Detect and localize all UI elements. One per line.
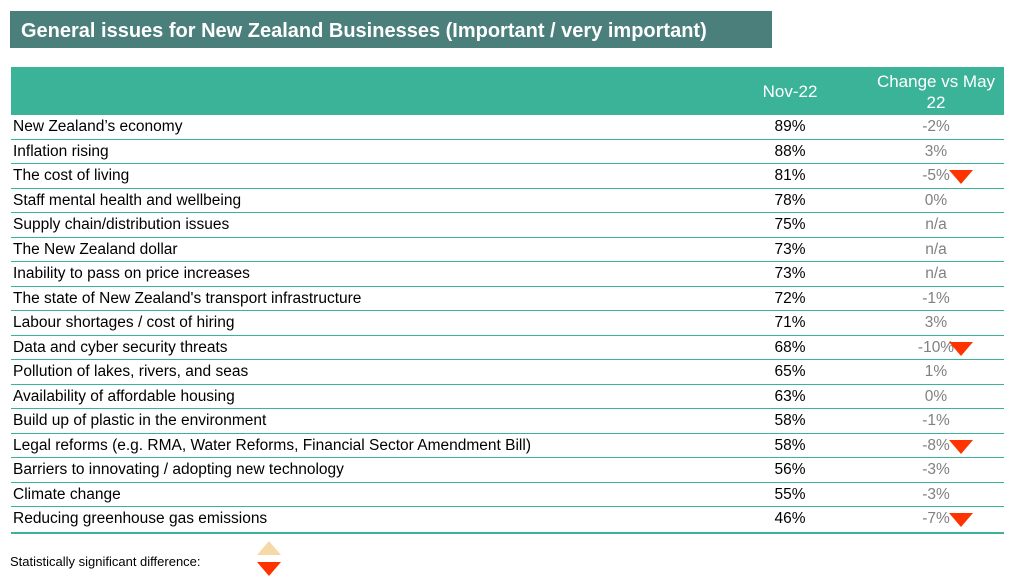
- issue-label: The New Zealand dollar: [13, 240, 178, 258]
- change-value: -1%: [922, 412, 950, 429]
- change-value: n/a: [925, 216, 947, 233]
- column-header-nov22: Nov-22: [762, 82, 818, 101]
- change-value: -3%: [922, 461, 950, 478]
- change-value: -3%: [922, 485, 950, 503]
- change-value: 0%: [924, 387, 948, 405]
- change-value: -5%: [922, 167, 950, 184]
- change-value: n/a: [925, 240, 947, 258]
- table-row: Inflation rising 88% 3%: [11, 140, 1004, 164]
- table-row: Inability to pass on price increases 73% n…: [11, 262, 1004, 287]
- triangle-up-icon: [257, 541, 281, 555]
- issue-label: Staff mental health and wellbeing: [13, 191, 242, 209]
- table-row: Staff mental health and wellbeing 78% 0%: [11, 189, 1004, 213]
- change-value: -2%: [922, 118, 950, 135]
- nov22-value: 78%: [774, 191, 806, 209]
- issues-table: Nov-22 Change vs May 22 New Zealand’s ec…: [11, 67, 1004, 534]
- change-value: 3%: [924, 314, 948, 331]
- table-row: Barriers to innovating / adopting new te…: [11, 458, 1004, 483]
- issue-label: The state of New Zealand's transport inf…: [13, 289, 362, 307]
- table-row: Supply chain/distribution issues 75% n/a: [11, 213, 1004, 238]
- nov22-value: 65%: [774, 363, 806, 380]
- issue-label: Labour shortages / cost of hiring: [13, 314, 235, 331]
- issue-label: Inability to pass on price increases: [13, 265, 250, 282]
- table-row: Climate change 55% -3%: [11, 483, 1004, 507]
- change-value: 0%: [924, 191, 948, 209]
- chart-title: General issues for New Zealand Businesse…: [10, 11, 772, 48]
- table-row: Data and cyber security threats 68% -10%: [11, 336, 1004, 360]
- change-value: n/a: [925, 265, 947, 282]
- nov22-value: 73%: [774, 240, 806, 258]
- table-body: New Zealand’s economy 89% -2% Inflation ris…: [11, 115, 1004, 534]
- significant-decrease-icon: [949, 170, 973, 184]
- nov22-value: 88%: [774, 142, 806, 160]
- table-row: Reducing greenhouse gas emissions 46% -7%: [11, 507, 1004, 532]
- nov22-value: 72%: [774, 289, 806, 307]
- issue-label: New Zealand’s economy: [13, 118, 183, 135]
- nov22-value: 89%: [774, 118, 806, 135]
- issue-label: Build up of plastic in the environment: [13, 412, 267, 429]
- table-row: Availability of affordable housing 63% 0%: [11, 385, 1004, 409]
- issue-label: Inflation rising: [13, 142, 109, 160]
- issue-label: Pollution of lakes, rivers, and seas: [13, 363, 249, 380]
- change-value: -10%: [917, 338, 955, 356]
- change-value: -1%: [922, 289, 950, 307]
- nov22-value: 58%: [774, 412, 806, 429]
- legend-label: Statistically significant difference:: [10, 554, 201, 569]
- nov22-value: 46%: [774, 510, 806, 527]
- issue-label: Barriers to innovating / adopting new te…: [13, 461, 344, 478]
- change-value: 1%: [924, 363, 948, 380]
- nov22-value: 56%: [774, 461, 806, 478]
- nov22-value: 58%: [774, 436, 806, 454]
- table-row: The New Zealand dollar 73% n/a: [11, 238, 1004, 262]
- table-row: Build up of plastic in the environment 58…: [11, 409, 1004, 434]
- change-value: -7%: [922, 510, 950, 527]
- issue-label: The cost of living: [13, 167, 130, 184]
- nov22-value: 73%: [774, 265, 806, 282]
- nov22-value: 63%: [774, 387, 806, 405]
- table-row: Labour shortages / cost of hiring 71% 3%: [11, 311, 1004, 336]
- issue-label: Climate change: [13, 485, 121, 503]
- issue-label: Reducing greenhouse gas emissions: [13, 510, 268, 527]
- nov22-value: 55%: [774, 485, 806, 503]
- table-row: The cost of living 81% -5%: [11, 164, 1004, 189]
- change-value: -8%: [922, 436, 950, 454]
- issue-label: Supply chain/distribution issues: [13, 216, 230, 233]
- table-row: The state of New Zealand's transport inf…: [11, 287, 1004, 311]
- nov22-value: 75%: [774, 216, 806, 233]
- issue-label: Data and cyber security threats: [13, 338, 228, 356]
- significant-decrease-icon: [949, 513, 973, 527]
- table-row: Legal reforms (e.g. RMA, Water Reforms, …: [11, 434, 1004, 458]
- table-header: Nov-22 Change vs May 22: [11, 67, 1004, 115]
- column-header-change: Change vs May 22: [876, 72, 996, 112]
- table-row: New Zealand’s economy 89% -2%: [11, 115, 1004, 140]
- significant-decrease-icon: [949, 341, 973, 356]
- table-row: Pollution of lakes, rivers, and seas 65% 1…: [11, 360, 1004, 385]
- nov22-value: 71%: [774, 314, 806, 331]
- nov22-value: 81%: [774, 167, 806, 184]
- triangle-down-icon: [257, 562, 281, 576]
- nov22-value: 68%: [774, 338, 806, 356]
- change-value: 3%: [924, 142, 948, 160]
- significant-decrease-icon: [949, 439, 973, 454]
- issue-label: Availability of affordable housing: [13, 387, 235, 405]
- issue-label: Legal reforms (e.g. RMA, Water Reforms, …: [13, 436, 531, 454]
